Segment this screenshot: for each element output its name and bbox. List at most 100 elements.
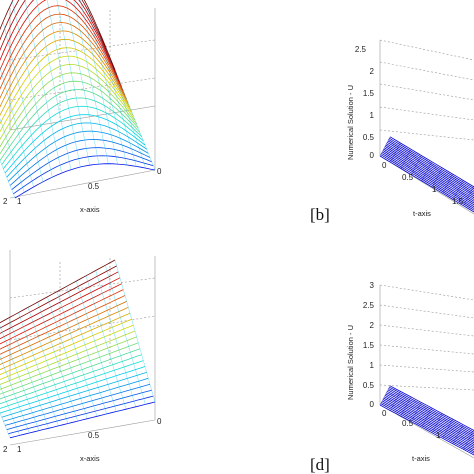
mesh-line [0,5,124,91]
panel-b-tick-z-2: 2 [370,67,375,76]
mesh-line [1,372,147,418]
mesh-line [381,152,474,209]
panel-c-surface [0,259,156,439]
mesh-line [27,307,69,424]
mesh-line [114,69,156,171]
mesh-line [386,143,474,197]
mesh-line [442,418,453,439]
mesh-line [389,386,474,433]
mesh-line [387,389,474,437]
panel-a-xlabel: x-axis [80,205,100,214]
mesh-line [0,38,131,117]
panel-c: 2 1 0.5 0 x-axis [0,250,162,463]
panel-b-tick-t-0.5: 0.5 [402,173,414,182]
mesh-line [65,0,100,165]
mesh-line [9,139,151,186]
mesh-line [0,271,119,334]
mesh-line [386,392,474,440]
mesh-line [0,355,30,434]
panel-b-xlabel: t-axis [413,209,431,218]
mesh-line [0,265,117,329]
panel-a-tick-x-0: 0 [157,167,162,176]
mesh-line [0,277,121,340]
panel-a-surface [0,0,156,199]
mesh-line [431,413,443,433]
panel-b-tick-z-2.5: 2.5 [355,45,367,54]
mesh-line [400,396,412,417]
panel-b-tick-t-1.5: 1.5 [452,197,464,206]
panel-b-tick-z-1.5: 1.5 [363,89,375,98]
panel-b-tick-z-0: 0 [370,151,375,160]
mesh-line [452,424,464,445]
mesh-line [388,139,474,191]
mesh-line [6,122,147,178]
mesh-line [0,13,126,96]
mesh-line [387,140,474,193]
mesh-line [4,383,151,426]
mesh-line [383,148,474,204]
panel-d-tick-z-2: 2 [370,321,375,330]
panel-a-tick-x-1: 1 [17,197,22,206]
mesh-line [389,136,474,188]
mesh-line [385,144,474,199]
panel-d: Numerical Solution - U 3 2.5 2 1.5 1 0.5… [310,281,474,474]
mesh-line [0,63,136,141]
panel-d-tick-z-0: 0 [370,400,375,409]
mesh-line [0,283,122,345]
mesh-line [389,385,474,431]
mesh-line [12,1,53,178]
mesh-line [0,80,139,155]
mesh-line [388,388,474,435]
panel-b-box [379,39,474,215]
mesh-line [452,180,464,200]
mesh-line [37,302,78,422]
mesh-line [66,286,107,414]
mesh-line [105,265,146,405]
mesh-line [36,0,72,170]
mesh-line [80,0,118,165]
mesh-line [389,137,474,190]
panel-d-tick-t-1: 1 [436,431,441,440]
panel-d-box [379,284,474,459]
mesh-line [411,155,422,175]
mesh-line [463,430,474,450]
mesh-line [0,306,129,365]
mesh-line [0,325,40,431]
panel-b: Numerical Solution - U 2.5 2 1.5 1 0.5 0… [310,39,474,224]
mesh-line [0,354,142,405]
panel-b-tick-z-0.5: 0.5 [363,133,375,142]
mesh-line [386,390,474,438]
mesh-line [0,66,34,187]
mesh-line [0,412,11,438]
mesh-line [0,360,144,409]
mesh-line [0,22,128,100]
mesh-line [13,155,154,195]
mesh-line [0,0,119,79]
mesh-line [0,342,139,395]
mesh-line [382,399,474,449]
mesh-line [8,130,149,182]
mesh-line [386,141,474,195]
panel-a-box [9,8,156,199]
mesh-line [86,5,128,166]
mesh-line [0,0,118,75]
mesh-line [400,149,412,169]
mesh-line [2,105,144,170]
mesh-line [384,147,474,202]
panel-b-tick-t-0: 0 [382,161,387,170]
mesh-line [1,97,142,165]
mesh-line [73,0,109,164]
panel-d-tick-t-0: 0 [382,409,387,418]
mesh-line [0,384,20,436]
mesh-line [8,317,49,429]
mesh-line [0,312,131,371]
panel-d-zlabel: Numerical Solution - U [346,325,355,400]
mesh-line [47,296,88,419]
panel-d-tick-z-2.5: 2.5 [363,301,375,310]
mesh-line [390,391,401,411]
mesh-line [0,0,121,83]
panel-c-tick-x-1: 1 [17,445,22,454]
mesh-line [379,136,391,157]
mesh-line [0,295,126,355]
mesh-line [0,159,16,199]
